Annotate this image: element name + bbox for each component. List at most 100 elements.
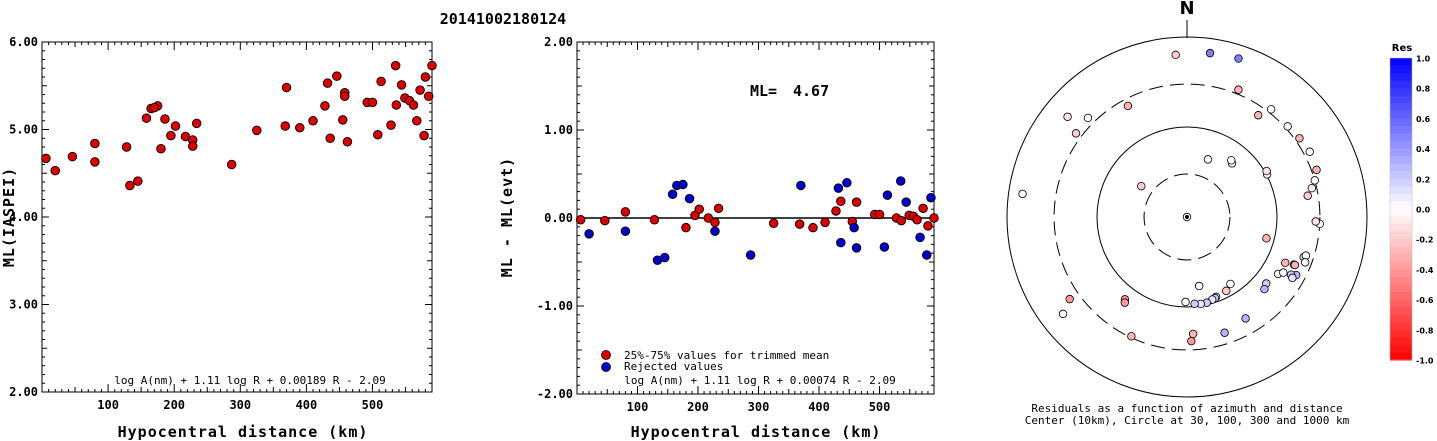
data-point	[796, 180, 806, 191]
data-point	[820, 217, 830, 228]
ml-value: 4.67	[793, 82, 829, 100]
polar-point	[1187, 336, 1196, 346]
polar-point	[1241, 314, 1250, 323]
colorbar-swatch	[1390, 269, 1412, 278]
colorbar-swatch	[1390, 80, 1412, 89]
data-point	[851, 243, 862, 253]
polar-point	[1260, 284, 1269, 294]
data-point	[191, 118, 202, 129]
polar-point	[1220, 328, 1229, 337]
y-tick-label: -2.00	[537, 387, 573, 401]
colorbar-swatch	[1390, 186, 1412, 195]
polar-point	[1303, 191, 1312, 200]
colorbar-swatch	[1390, 193, 1412, 203]
polar-point	[1281, 258, 1290, 267]
data-point	[659, 252, 670, 263]
colorbar-swatch	[1390, 178, 1412, 187]
colorbar-tick-label: 0.4	[1416, 145, 1431, 154]
colorbar-tick-label: 0.6	[1416, 115, 1431, 124]
x-tick-label: 400	[808, 400, 830, 414]
y-tick-label: 1.00	[544, 123, 573, 137]
polar-point	[1188, 329, 1198, 339]
panel-ml-iaspei: 2.00 3.00 4.00 5.00 6.00 100 200 300 400 500 ML(I…	[0, 35, 437, 441]
data-point	[50, 165, 60, 176]
data-point	[90, 138, 100, 149]
colorbar-swatch	[1390, 261, 1412, 270]
data-point	[160, 114, 170, 124]
data-point	[67, 151, 78, 162]
data-point	[923, 221, 933, 231]
data-point	[620, 207, 631, 217]
points-group-2	[575, 176, 939, 265]
y-axis-title-1: ML(IASPEI)	[0, 167, 18, 267]
x-tick-label: 100	[627, 400, 649, 414]
panel-polar-residuals: N Residuals as a function of azimuth and…	[1006, 0, 1434, 427]
data-point	[584, 229, 594, 239]
polar-point	[1307, 183, 1317, 193]
x-tick-label: 300	[748, 400, 770, 414]
data-point	[713, 203, 724, 214]
polar-point	[1262, 166, 1271, 176]
colorbar-tick-label: 1.0	[1416, 55, 1431, 64]
distance-rings	[1006, 36, 1368, 398]
y-tick-label: 5.00	[9, 123, 38, 137]
colorbar-swatch	[1390, 65, 1412, 74]
data-point	[415, 85, 425, 95]
data-point	[620, 226, 631, 236]
colorbar: 1.0 0.8 0.6 0.4 0.2 0.0 -0.2 -0.4 -0.6 -0.8 -1.0	[1389, 55, 1434, 366]
data-point	[156, 143, 166, 154]
data-point	[373, 129, 383, 140]
ml-label: ML=	[750, 82, 777, 100]
colorbar-swatch	[1390, 171, 1412, 180]
data-point	[252, 125, 262, 136]
polar-point	[1058, 309, 1068, 319]
colorbar-tick-label: -1.0	[1416, 357, 1434, 366]
data-point	[133, 176, 143, 186]
data-point	[226, 159, 237, 170]
data-point	[141, 113, 152, 123]
data-point	[694, 204, 704, 214]
tick-group-1: 2.00 3.00 4.00 5.00 6.00 100 200 300 400 500	[9, 35, 433, 412]
colorbar-swatch	[1390, 156, 1412, 165]
formula-1: log A(nm) + 1.11 log R + 0.00189 R - 2.0…	[114, 374, 386, 387]
data-point	[849, 222, 859, 233]
colorbar-swatch	[1390, 209, 1412, 218]
polar-point	[1171, 50, 1180, 60]
data-point	[412, 115, 422, 126]
polar-points	[1018, 48, 1324, 346]
data-point	[879, 242, 890, 252]
data-point	[649, 215, 660, 225]
data-point	[895, 176, 906, 186]
data-point	[575, 215, 586, 225]
data-point	[295, 122, 305, 133]
polar-point	[1194, 281, 1204, 291]
polar-caption-1: Residuals as a function of azimuth and d…	[1031, 402, 1342, 415]
data-point	[600, 215, 610, 226]
data-point	[187, 141, 198, 151]
colorbar-swatch	[1390, 239, 1412, 248]
x-tick-label: 100	[97, 398, 119, 412]
data-point	[420, 72, 431, 82]
colorbar-title: Res	[1392, 43, 1412, 54]
polar-point	[1083, 113, 1093, 123]
colorbar-swatch	[1390, 284, 1412, 293]
data-point	[322, 78, 333, 88]
data-point	[684, 193, 695, 204]
data-point	[170, 121, 181, 131]
polar-point	[1181, 297, 1190, 307]
data-point	[339, 91, 350, 101]
polar-point	[1300, 258, 1310, 267]
colorbar-swatch	[1390, 329, 1412, 338]
colorbar-swatch	[1390, 322, 1412, 331]
data-point	[320, 101, 330, 111]
polar-point	[1205, 48, 1215, 58]
colorbar-swatch	[1390, 352, 1412, 361]
polar-point	[1311, 217, 1320, 226]
data-point	[836, 196, 846, 207]
colorbar-swatch	[1390, 337, 1412, 346]
data-point	[338, 115, 348, 125]
data-point	[390, 60, 401, 71]
plot-frame-1	[41, 41, 433, 393]
colorbar-tick-label: 0.2	[1416, 175, 1430, 184]
data-point	[308, 115, 318, 126]
